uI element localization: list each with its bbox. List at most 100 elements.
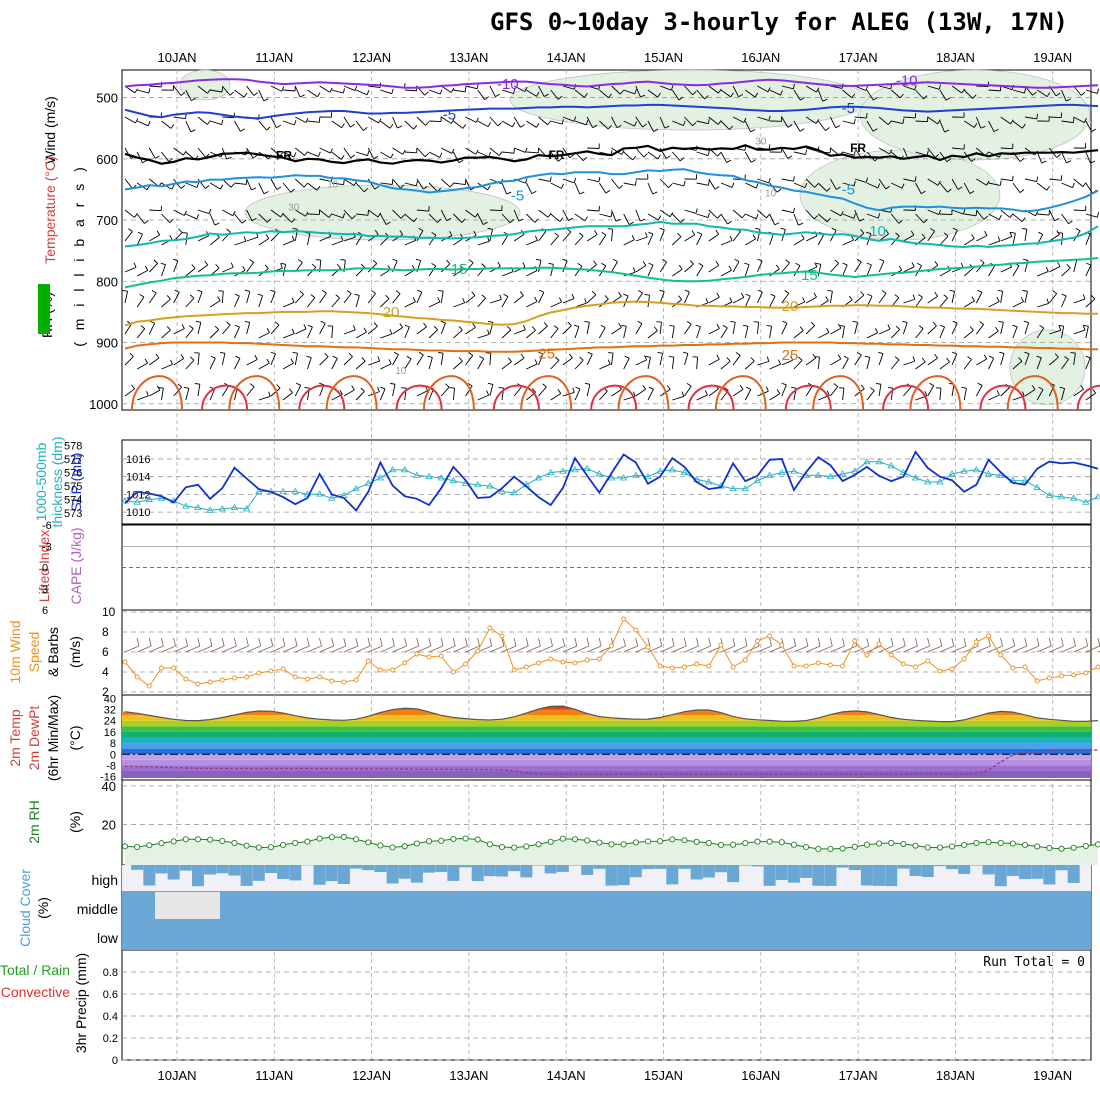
isotherm-30-loop (909, 375, 962, 411)
contour-label: FR (276, 149, 292, 163)
rh-point (207, 836, 214, 843)
wind-barb-flag (181, 324, 185, 329)
wind-barb-flag (610, 211, 613, 218)
wind-barb-flag (1054, 353, 1059, 358)
rh-point (438, 837, 445, 844)
wind-barb-flag (252, 154, 258, 159)
wind-barb-flag (834, 259, 839, 264)
wind-barb (830, 262, 839, 273)
wind-barb-flag (875, 383, 882, 385)
wind-barb (720, 327, 728, 339)
wind-barb (1037, 213, 1050, 216)
wind-barb (647, 330, 658, 339)
wind-barb-flag (754, 92, 759, 98)
date-label-top: 18JAN (936, 50, 975, 65)
high-cloud-bar (824, 865, 837, 886)
wind-barb (319, 292, 327, 304)
high-cloud-bar (544, 865, 557, 874)
wind-barb-flag (180, 354, 185, 359)
wind-barb (769, 89, 781, 96)
wind-barb-flag (268, 391, 271, 397)
wind-barb (890, 359, 900, 370)
wind-barb (757, 85, 769, 93)
rh-point (292, 839, 299, 846)
wind-barb (392, 178, 401, 189)
wind-barb-flag (971, 296, 975, 302)
wind-barb (562, 357, 573, 366)
wind-barb (416, 147, 426, 158)
wind-barb (197, 264, 208, 273)
wind-barb-flag (604, 295, 609, 300)
wind-barb (915, 328, 924, 339)
wind-barb-flag (996, 390, 1000, 396)
wind-barb-flag (467, 382, 473, 387)
wind-barb-flag (600, 324, 606, 328)
li-tick-label: -3 (42, 541, 52, 553)
thickness-point (546, 468, 555, 476)
wind-barb (161, 151, 170, 162)
wind-barb (1085, 392, 1096, 401)
slp-label: SLP (mb) (68, 453, 84, 512)
wind10m-barb (1073, 645, 1088, 653)
date-label-bottom: 13JAN (449, 1068, 488, 1083)
wind-barb-flag (206, 120, 211, 125)
wind-barb (453, 89, 466, 93)
wind-barb-flag (351, 385, 355, 391)
wind-barb (270, 116, 277, 128)
wind10m-barb (307, 645, 322, 653)
isotherm-30-loop (325, 375, 378, 411)
wind-barb-flag (557, 157, 563, 162)
wind-barb-flag (385, 294, 390, 299)
wind-barb (1049, 178, 1062, 181)
isotherm-30-loop (1006, 375, 1059, 411)
wind-barb (210, 120, 222, 126)
wind-barb (903, 386, 912, 397)
wind-barb (149, 389, 161, 397)
wind-barb-flag (196, 214, 200, 220)
wind-barb (1061, 295, 1067, 308)
wind-barb (963, 238, 975, 246)
wind-barb-flag (265, 234, 270, 239)
wind10m-barb-flag (574, 637, 578, 647)
wind-barb (221, 85, 231, 96)
wind-barb-flag (458, 326, 463, 331)
wind-barb-flag (208, 208, 212, 214)
wind-barb-flag (839, 325, 845, 327)
slp-tick-label: 1014 (126, 472, 150, 484)
wind10m-barb (331, 645, 346, 653)
wind10m-barb (270, 645, 286, 653)
rh-point (632, 839, 639, 846)
wind-barb-flag (1036, 355, 1042, 359)
wind-barb (842, 120, 855, 125)
wind-barb-flag (1061, 293, 1067, 297)
wind-barb (161, 120, 172, 129)
wind-barb-flag (372, 259, 378, 264)
wind-barb-flag (340, 235, 344, 241)
wind-barb-flag (741, 213, 746, 219)
wind-barb-flag (194, 383, 200, 385)
wind10m-barb (1085, 645, 1100, 653)
wind-barb (708, 85, 719, 94)
wind-barb (380, 236, 390, 246)
thickness-point (388, 466, 397, 473)
wind-barb-flag (171, 184, 175, 190)
wind-barb (173, 209, 185, 216)
wind-barb (1061, 182, 1073, 189)
wind-barb (1037, 271, 1049, 277)
wind-barb (599, 390, 608, 401)
wind-barb (258, 332, 270, 339)
wind-speed-point (536, 660, 541, 666)
wind-barb-flag (814, 262, 818, 268)
wind-barb-flag (707, 212, 710, 218)
wind-barb (951, 209, 964, 215)
wind-barb (647, 89, 658, 98)
wind-barb-flag (572, 387, 575, 393)
wind-barb (903, 298, 915, 304)
wind-barb-flag (498, 387, 504, 389)
rh-point (194, 836, 202, 843)
wind-barb (805, 357, 817, 366)
wind-barb (745, 89, 756, 98)
wind-barb-flag (473, 230, 477, 236)
wind-barb (185, 89, 192, 101)
wind-barb (270, 291, 276, 304)
